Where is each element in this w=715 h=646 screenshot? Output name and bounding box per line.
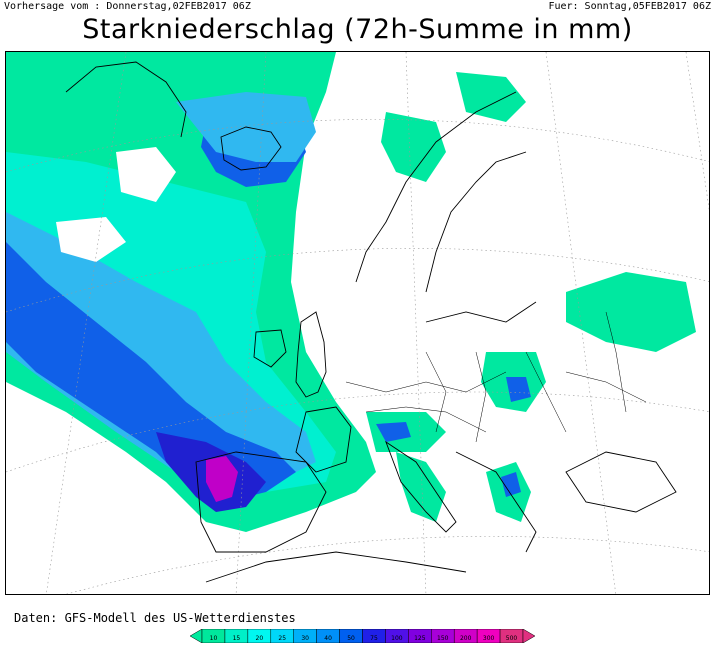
precip-area-moderate bbox=[6, 212, 316, 492]
sweden-finland bbox=[425, 151, 527, 293]
italy-coast bbox=[385, 440, 457, 533]
legend-level-label: 75 bbox=[370, 635, 378, 642]
norway-coast bbox=[355, 91, 517, 283]
legend-level-label: 300 bbox=[483, 635, 495, 642]
precip-balkans-moderate bbox=[506, 377, 531, 402]
graticule bbox=[6, 52, 709, 594]
iceland-coast bbox=[220, 126, 282, 171]
country-borders bbox=[345, 311, 647, 443]
map-canvas bbox=[6, 52, 709, 594]
legend-level-label: 500 bbox=[506, 635, 518, 642]
legend-level-label: 125 bbox=[414, 635, 426, 642]
precip-italy-light bbox=[396, 452, 446, 522]
coastlines bbox=[65, 61, 677, 583]
ireland-coast bbox=[253, 329, 287, 368]
legend-level-label: 200 bbox=[460, 635, 472, 642]
data-source-note: Daten: GFS-Modell des US-Wetterdienstes bbox=[14, 611, 296, 625]
legend-arrow-low bbox=[190, 629, 203, 643]
greenland-coast bbox=[65, 61, 187, 138]
legend-arrow-high bbox=[522, 629, 535, 643]
uk-coast bbox=[295, 311, 327, 398]
baltic-coast bbox=[425, 301, 537, 323]
legend-level-label: 100 bbox=[391, 635, 403, 642]
legend-level-label: 40 bbox=[324, 635, 332, 642]
precip-arctic-light bbox=[456, 72, 526, 122]
black-sea bbox=[565, 451, 677, 513]
precip-alps-heavy bbox=[376, 422, 411, 442]
precipitation-map bbox=[5, 51, 710, 595]
legend-level-label: 150 bbox=[437, 635, 449, 642]
legend-level-label: 50 bbox=[347, 635, 355, 642]
north-africa bbox=[205, 551, 467, 583]
precip-area-heavy bbox=[6, 242, 296, 502]
legend-level-label: 20 bbox=[256, 635, 264, 642]
precipitation-fields bbox=[6, 52, 696, 532]
iberia-coast bbox=[195, 451, 327, 553]
france-coast bbox=[295, 406, 352, 473]
legend-level-label: 25 bbox=[278, 635, 286, 642]
precip-scandinavia-light bbox=[381, 112, 446, 182]
precip-area-extreme bbox=[206, 456, 238, 502]
legend-level-label: 10 bbox=[210, 635, 218, 642]
precip-greece-heavy bbox=[501, 472, 521, 497]
legend-level-label: 15 bbox=[233, 635, 241, 642]
map-title: Starkniederschlag (72h-Summe in mm) bbox=[82, 14, 633, 45]
precip-greenland-white bbox=[116, 147, 176, 202]
balkans-coast bbox=[455, 451, 537, 553]
valid-time-label: Fuer: Sonntag,05FEB2017 06Z bbox=[548, 1, 711, 12]
precipitation-legend: 10 15 20 25 30 40 50 75 100 125 150 200 300 500 bbox=[190, 629, 535, 643]
forecast-run-label: Vorhersage vom : Donnerstag,02FEB2017 06… bbox=[4, 1, 251, 12]
precip-russia-light bbox=[566, 272, 696, 352]
precip-atlantic-white bbox=[56, 217, 126, 262]
legend-level-label: 30 bbox=[301, 635, 309, 642]
legend-colorbar: 10 15 20 25 30 40 50 75 100 125 150 200 300 500 bbox=[190, 629, 535, 643]
